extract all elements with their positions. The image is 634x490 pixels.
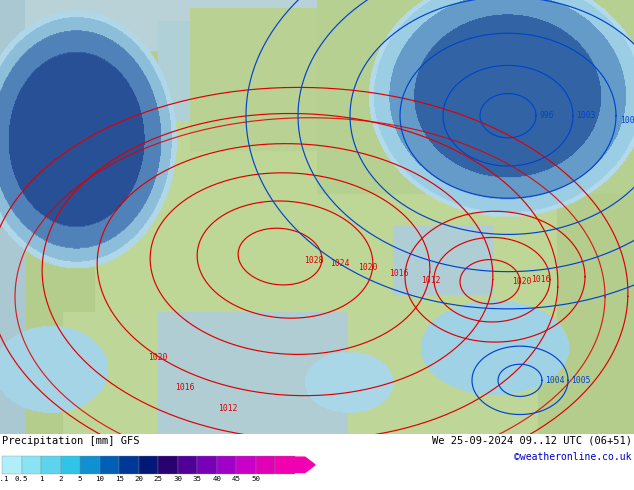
Text: 996: 996 bbox=[540, 111, 555, 120]
Text: We 25-09-2024 09..12 UTC (06+51): We 25-09-2024 09..12 UTC (06+51) bbox=[432, 436, 632, 446]
Text: 1016: 1016 bbox=[531, 275, 550, 284]
Text: 1: 1 bbox=[39, 476, 43, 482]
Bar bbox=[178, 456, 197, 474]
Text: 0.5: 0.5 bbox=[15, 476, 29, 482]
Text: 15: 15 bbox=[115, 476, 124, 482]
Text: 1016: 1016 bbox=[389, 269, 408, 278]
Bar bbox=[236, 456, 256, 474]
Bar bbox=[256, 456, 275, 474]
Text: 1020: 1020 bbox=[512, 277, 531, 286]
Bar bbox=[2, 456, 22, 474]
Bar bbox=[61, 456, 80, 474]
Text: 10: 10 bbox=[95, 476, 104, 482]
Bar bbox=[41, 456, 61, 474]
Bar bbox=[158, 456, 178, 474]
Text: 25: 25 bbox=[154, 476, 163, 482]
Text: 45: 45 bbox=[232, 476, 241, 482]
Text: 1024: 1024 bbox=[330, 259, 349, 268]
FancyArrow shape bbox=[295, 457, 315, 472]
Text: 1003: 1003 bbox=[576, 111, 595, 120]
Text: 35: 35 bbox=[193, 476, 202, 482]
Text: 40: 40 bbox=[212, 476, 221, 482]
Text: 1028: 1028 bbox=[304, 256, 323, 265]
Text: Precipitation [mm] GFS: Precipitation [mm] GFS bbox=[2, 436, 139, 446]
Bar bbox=[275, 456, 295, 474]
Text: 1012: 1012 bbox=[421, 276, 441, 285]
Bar bbox=[100, 456, 119, 474]
Text: 1016: 1016 bbox=[175, 383, 195, 392]
Text: 5: 5 bbox=[78, 476, 82, 482]
Text: 1020: 1020 bbox=[358, 263, 377, 272]
Text: ©weatheronline.co.uk: ©weatheronline.co.uk bbox=[515, 452, 632, 462]
Bar bbox=[217, 456, 236, 474]
Bar bbox=[197, 456, 217, 474]
Bar bbox=[139, 456, 158, 474]
Text: 1005: 1005 bbox=[571, 376, 590, 385]
Text: 30: 30 bbox=[173, 476, 183, 482]
Text: 20: 20 bbox=[134, 476, 143, 482]
Text: 50: 50 bbox=[252, 476, 261, 482]
Text: 1020: 1020 bbox=[148, 353, 167, 362]
Bar bbox=[80, 456, 100, 474]
Text: 0.1: 0.1 bbox=[0, 476, 9, 482]
Text: 1004: 1004 bbox=[620, 116, 634, 125]
Bar bbox=[22, 456, 41, 474]
Text: 1004: 1004 bbox=[545, 376, 564, 385]
Text: 2: 2 bbox=[58, 476, 63, 482]
Text: 1012: 1012 bbox=[218, 403, 238, 413]
Bar bbox=[119, 456, 139, 474]
